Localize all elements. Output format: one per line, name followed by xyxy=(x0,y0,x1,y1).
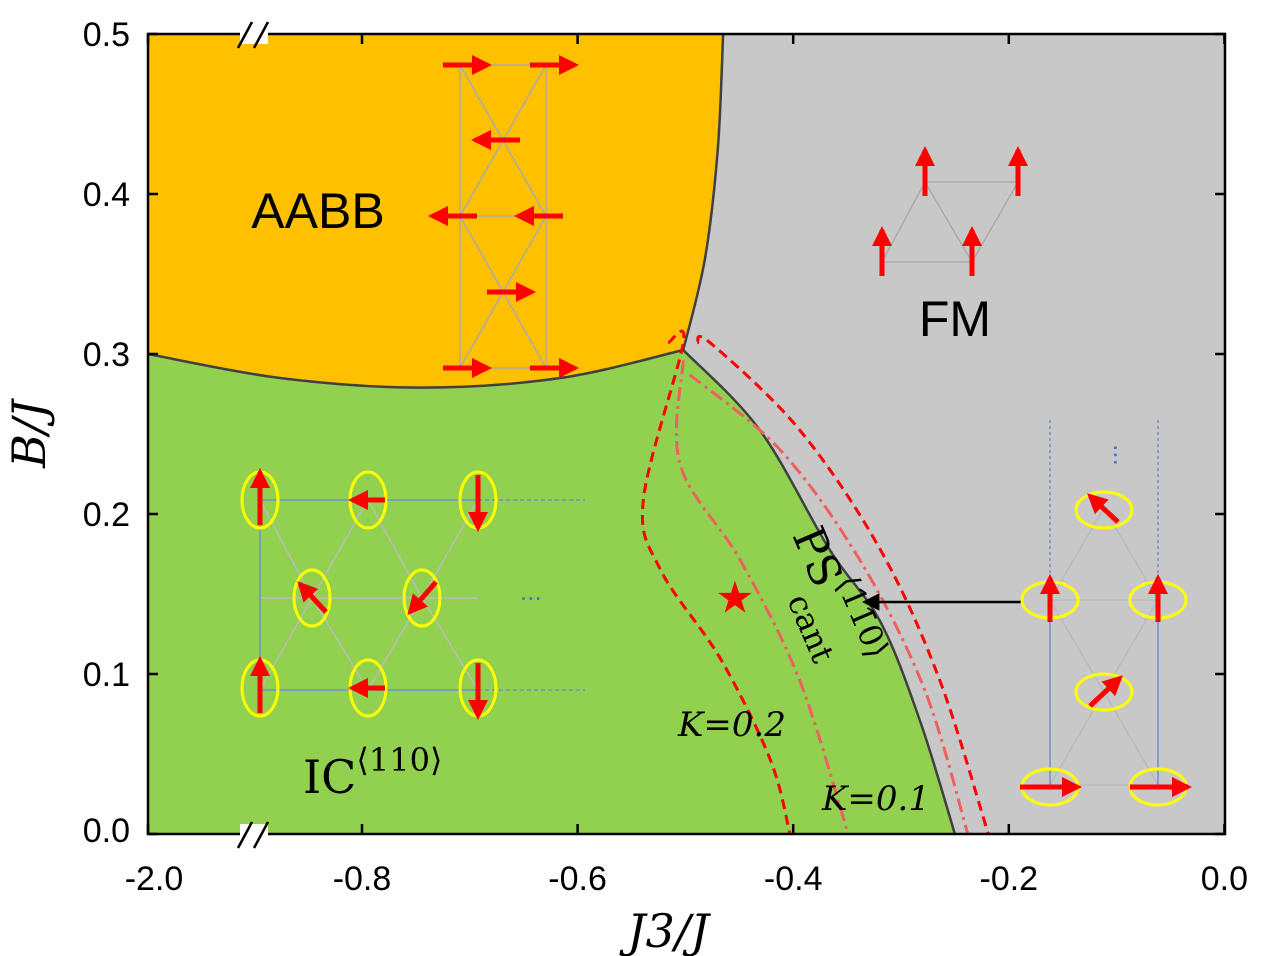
series-layer xyxy=(641,329,990,834)
label-k02: K=0.2 xyxy=(677,705,786,745)
axis-break-marks xyxy=(236,21,270,849)
phase-label-ic: IC⟨110⟩ xyxy=(303,741,442,804)
y-tick-label: 0.5 xyxy=(83,16,130,54)
y-tick-label: 0.2 xyxy=(83,496,130,534)
y-tick-label: 0.3 xyxy=(83,336,130,374)
x-tick-label: -0.4 xyxy=(764,860,823,898)
ic-continuation-dots: ... xyxy=(520,576,542,606)
series-line-1 xyxy=(674,360,850,834)
ic-spin-inset xyxy=(240,468,585,720)
phase-label-aabb: AABB xyxy=(251,183,384,239)
boundary-aabb-fm xyxy=(682,34,725,351)
x-tick-label: -0.2 xyxy=(980,860,1039,898)
label-k01: K=0.1 xyxy=(821,779,930,819)
x-tick-label: 0.0 xyxy=(1201,860,1248,898)
phase-label-fm: FM xyxy=(919,291,991,347)
y-axis-label: B/J xyxy=(2,398,56,469)
aabb-region xyxy=(148,34,724,388)
boundary-ic-fm xyxy=(682,349,957,834)
ps-continuation-dots: ... xyxy=(1108,444,1138,466)
plot-frame xyxy=(146,32,1227,836)
axis-ticks: -2.0 -0.8 -0.6 -0.4 -0.2 0.0 0.0 0.1 0.2 0.3 0.4 0.… xyxy=(83,16,1248,898)
y-tick-label: 0.0 xyxy=(83,812,130,850)
ic-label-name: IC xyxy=(303,750,356,804)
series-line-3 xyxy=(695,334,990,834)
ps-spin-inset xyxy=(1020,420,1192,807)
boundary-aabb-ic xyxy=(148,348,684,389)
aabb-spin-arrows xyxy=(428,55,579,378)
star-marker: ★ xyxy=(715,574,754,623)
x-tick-label: -0.6 xyxy=(548,860,607,898)
x-tick-label: -0.8 xyxy=(333,860,392,898)
series-line-0 xyxy=(641,329,792,834)
x-tick-label: -2.0 xyxy=(125,860,184,898)
ic-region xyxy=(148,350,955,834)
ic-label-superscript: ⟨110⟩ xyxy=(356,741,442,779)
series-line-2 xyxy=(688,373,970,834)
y-tick-label: 0.4 xyxy=(83,176,130,214)
y-tick-label: 0.1 xyxy=(83,656,130,694)
x-axis-label: J3/J xyxy=(619,904,711,956)
fm-spin-arrows xyxy=(872,146,1028,276)
